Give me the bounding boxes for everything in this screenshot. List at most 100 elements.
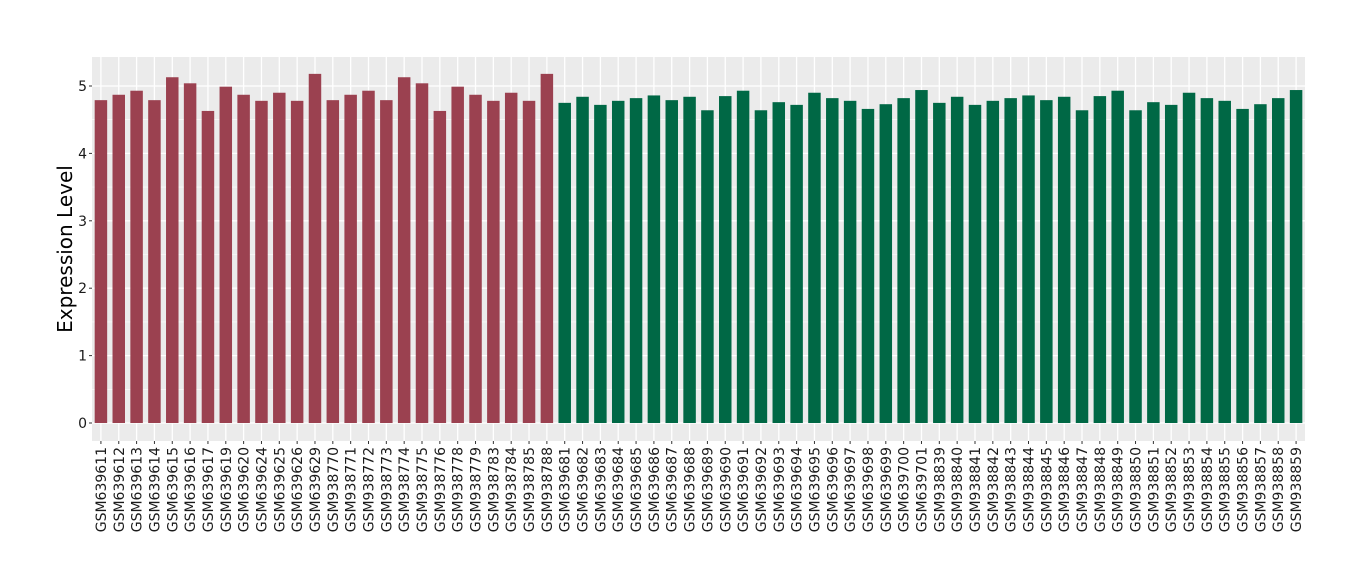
- bar-GSM938772: [362, 90, 375, 423]
- bar-GSM639683: [594, 104, 607, 423]
- x-tick-label: GSM938849: [1111, 447, 1127, 532]
- x-tick-label: GSM639683: [593, 447, 609, 532]
- bar-GSM639681: [558, 102, 571, 423]
- x-tick-label: GSM639696: [825, 447, 841, 532]
- x-tick-label: GSM938785: [522, 447, 538, 532]
- bar-GSM938776: [433, 110, 447, 424]
- bar-GSM639619: [219, 86, 233, 423]
- x-tick-label: GSM639687: [665, 447, 681, 532]
- bar-GSM639692: [754, 110, 768, 423]
- x-tick-label: GSM938841: [968, 447, 984, 532]
- y-tick-label: 0: [78, 416, 87, 432]
- x-tick-label: GSM639685: [629, 447, 645, 532]
- x-tick-label: GSM639701: [914, 447, 930, 532]
- bar-GSM938788: [540, 73, 554, 424]
- bar-GSM938841: [968, 104, 982, 423]
- x-tick-label: GSM639692: [754, 447, 770, 532]
- bar-GSM639689: [701, 110, 714, 423]
- x-tick-label: GSM938857: [1253, 447, 1269, 532]
- bar-GSM639624: [255, 100, 268, 423]
- x-tick-label: GSM639614: [147, 447, 163, 532]
- bar-GSM938840: [950, 96, 964, 423]
- bar-GSM938842: [986, 100, 1000, 423]
- x-tick-label: GSM938847: [1075, 447, 1091, 532]
- x-tick-label: GSM639619: [219, 447, 235, 532]
- bar-GSM938775: [415, 83, 429, 423]
- x-tick-label: GSM938854: [1200, 447, 1216, 532]
- x-tick-label: GSM639629: [308, 447, 324, 532]
- bar-GSM938847: [1075, 110, 1089, 423]
- x-tick-label: GSM938842: [986, 447, 1002, 532]
- bar-GSM938784: [504, 92, 518, 424]
- x-tick-label: GSM938845: [1039, 447, 1055, 532]
- x-tick-label: GSM639686: [647, 447, 663, 532]
- x-tick-label: GSM639616: [183, 447, 199, 532]
- x-tick-label: GSM639697: [843, 447, 859, 532]
- bar-GSM639620: [237, 94, 250, 424]
- bar-GSM639614: [148, 100, 161, 424]
- y-axis-label: Expression Level: [53, 165, 77, 333]
- x-tick-label: GSM938772: [361, 447, 377, 532]
- y-tick-label: 3: [78, 214, 87, 230]
- bar-GSM938785: [522, 100, 536, 423]
- x-tick-label: GSM639624: [254, 447, 270, 532]
- x-tick-label: GSM639694: [790, 447, 806, 532]
- bar-GSM639693: [772, 102, 786, 424]
- x-tick-label: GSM938788: [540, 447, 556, 532]
- x-tick-label: GSM938859: [1289, 447, 1305, 532]
- x-tick-label: GSM639612: [112, 447, 128, 532]
- bar-GSM938854: [1200, 98, 1214, 424]
- bar-GSM639696: [826, 98, 839, 424]
- bars: [94, 73, 1303, 424]
- x-tick-label: GSM938856: [1236, 447, 1252, 532]
- bar-GSM639617: [201, 110, 215, 424]
- bar-GSM938839: [933, 102, 946, 423]
- bar-GSM639616: [183, 83, 197, 423]
- bar-GSM938855: [1218, 100, 1231, 423]
- bar-GSM639697: [843, 100, 857, 423]
- x-tick-label: GSM938783: [486, 447, 502, 532]
- x-tick-label: GSM938846: [1057, 447, 1073, 532]
- x-tick-label: GSM639693: [772, 447, 788, 532]
- y-tick-label: 4: [78, 146, 87, 162]
- bar-GSM639684: [611, 100, 625, 423]
- bar-GSM938848: [1093, 96, 1107, 424]
- bar-GSM938849: [1111, 90, 1124, 423]
- bar-GSM938852: [1164, 104, 1178, 423]
- x-tick-label: GSM639613: [130, 447, 146, 532]
- bar-GSM639694: [790, 104, 803, 423]
- x-tick-label: GSM938770: [326, 447, 342, 532]
- x-tick-label: GSM938778: [451, 447, 467, 532]
- bar-GSM639686: [647, 95, 661, 423]
- x-tick-label: GSM639699: [879, 447, 895, 532]
- x-tick-label: GSM938852: [1164, 447, 1180, 532]
- x-tick-label: GSM639617: [201, 447, 217, 532]
- bar-GSM938856: [1236, 108, 1249, 423]
- bar-GSM639615: [166, 77, 179, 423]
- x-tick-label: GSM639620: [237, 447, 253, 532]
- x-tick-label: GSM938775: [415, 447, 431, 532]
- x-tick-label: GSM938784: [504, 447, 520, 532]
- bar-GSM938774: [397, 77, 411, 423]
- x-tick-label: GSM938848: [1093, 447, 1109, 532]
- x-tick-label: GSM938853: [1182, 447, 1198, 532]
- bar-GSM639698: [861, 108, 875, 423]
- bar-GSM639690: [719, 96, 732, 424]
- x-axis: GSM639611 GSM639612 GSM639613 GSM639614 GSM6…: [94, 441, 1305, 532]
- bar-GSM639691: [736, 90, 750, 423]
- bar-GSM639626: [290, 100, 304, 423]
- x-tick-label: GSM938839: [932, 447, 948, 532]
- bar-GSM639701: [915, 90, 928, 423]
- x-tick-label: GSM639625: [272, 447, 288, 532]
- x-tick-label: GSM938773: [379, 447, 395, 532]
- x-tick-label: GSM938779: [469, 447, 485, 532]
- x-tick-label: GSM639700: [897, 447, 913, 532]
- bar-GSM938857: [1254, 104, 1267, 423]
- x-tick-label: GSM938851: [1146, 447, 1162, 532]
- bar-GSM639695: [808, 92, 821, 424]
- bar-GSM938773: [380, 100, 393, 424]
- x-tick-label: GSM938858: [1271, 447, 1287, 532]
- bar-GSM938845: [1040, 100, 1053, 424]
- bar-GSM938771: [344, 94, 357, 424]
